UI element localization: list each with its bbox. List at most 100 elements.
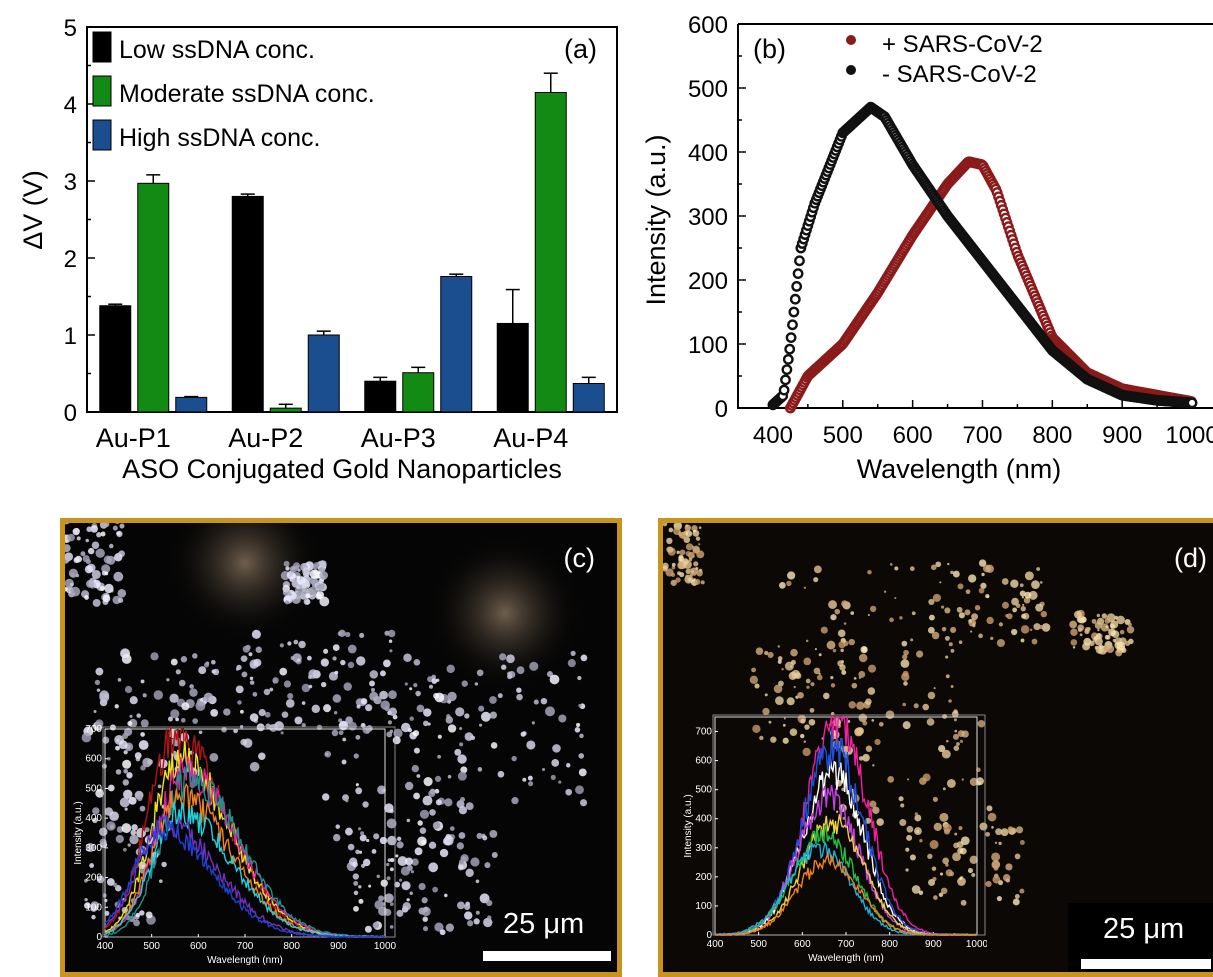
- particle: [1082, 642, 1091, 651]
- particle-image-d: [663, 523, 1213, 972]
- particle: [1012, 607, 1018, 613]
- particle: [691, 525, 698, 532]
- particle: [343, 682, 352, 691]
- particle: [114, 523, 120, 524]
- particle: [65, 586, 68, 592]
- particle: [922, 773, 931, 782]
- particle: [809, 707, 815, 713]
- particle: [140, 732, 145, 737]
- particle: [797, 691, 804, 699]
- particle: [511, 797, 519, 805]
- particle: [127, 843, 131, 847]
- particle: [957, 877, 966, 886]
- x-tick-label-b: 400: [753, 422, 793, 449]
- panel-label-d: (d): [1174, 543, 1207, 573]
- particle: [919, 839, 923, 843]
- inset-y-axis-label: Intensity (a.u.): [683, 794, 694, 857]
- particle: [112, 525, 118, 531]
- y-tick-label-a: 0: [64, 400, 77, 427]
- particle: [117, 588, 127, 598]
- particle: [978, 633, 983, 639]
- particle: [768, 720, 772, 724]
- particle: [971, 872, 976, 878]
- particle: [106, 878, 115, 886]
- particle: [578, 768, 587, 777]
- particle: [903, 649, 909, 656]
- particle: [1073, 610, 1082, 619]
- particle: [777, 659, 782, 664]
- particle: [867, 687, 876, 695]
- particle: [1011, 628, 1018, 636]
- particle: [445, 923, 455, 932]
- particle: [458, 859, 464, 865]
- particle: [178, 679, 186, 687]
- particle: [1106, 644, 1115, 654]
- particle: [84, 595, 89, 600]
- particle: [887, 776, 895, 783]
- particle: [1079, 633, 1083, 637]
- particle: [153, 690, 164, 700]
- particle: [344, 827, 353, 836]
- particle: [899, 819, 907, 826]
- particle: [91, 569, 101, 580]
- particle: [755, 647, 764, 655]
- particle: [175, 717, 179, 722]
- particle: [832, 718, 842, 727]
- particle: [353, 880, 359, 886]
- particle: [211, 659, 216, 665]
- particle: [298, 640, 306, 649]
- particle: [470, 735, 476, 741]
- particle: [1019, 583, 1024, 588]
- data-point: [782, 353, 794, 365]
- particle: [423, 708, 432, 717]
- particle: [84, 897, 88, 902]
- particle: [189, 688, 198, 697]
- particle: [911, 885, 921, 894]
- particle: [958, 612, 966, 619]
- particle: [540, 697, 548, 705]
- particle: [1098, 644, 1104, 650]
- x-tick-label-a: Au-P2: [228, 423, 303, 453]
- particle: [850, 611, 855, 615]
- particle: [1091, 618, 1097, 624]
- legend-label-a: Low ssDNA conc.: [119, 36, 315, 64]
- particle: [305, 593, 311, 599]
- particle: [104, 523, 110, 528]
- particle: [118, 740, 128, 750]
- particle: [507, 671, 512, 677]
- particle: [396, 836, 402, 842]
- particle: [189, 684, 194, 689]
- particle: [388, 639, 393, 644]
- particle: [355, 734, 361, 740]
- particle: [431, 678, 438, 684]
- particle: [959, 876, 963, 880]
- particle: [831, 712, 835, 715]
- particle: [283, 680, 292, 688]
- particle: [579, 799, 588, 807]
- inset-y-tick-label: 600: [695, 756, 712, 767]
- particle: [994, 841, 998, 844]
- particle: [437, 734, 442, 739]
- inset-y-axis-label: Intensity (a.u.): [73, 801, 84, 864]
- y-tick-label-b: 300: [688, 204, 728, 231]
- particle: [698, 526, 702, 529]
- particle: [945, 674, 950, 679]
- particle: [90, 525, 98, 533]
- particle: [140, 679, 145, 684]
- particle: [800, 733, 805, 739]
- particle: [331, 729, 339, 737]
- particle: [974, 604, 981, 611]
- particle: [279, 667, 288, 676]
- x-tick-label-b: 900: [1102, 422, 1142, 449]
- particle: [1021, 613, 1027, 619]
- particle: [998, 841, 1002, 846]
- inset-y-tick-label: 500: [695, 785, 712, 796]
- scale-bar-c: [483, 951, 611, 961]
- particle: [1094, 637, 1103, 646]
- particle: [1023, 597, 1031, 604]
- particle: [123, 769, 128, 774]
- particle: [483, 917, 493, 928]
- particle: [484, 862, 491, 869]
- particle: [950, 684, 954, 688]
- particle: [131, 824, 138, 831]
